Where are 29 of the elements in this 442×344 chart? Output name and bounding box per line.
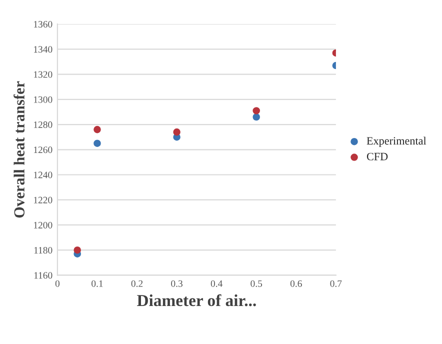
y-tick-label: 1360 [34, 20, 52, 28]
y-tick-label: 1260 [34, 146, 52, 154]
y-tick-label: 1340 [34, 46, 52, 53]
y-tick-label: 1300 [34, 96, 52, 103]
x-tick-label: 0.1 [92, 280, 103, 287]
legend-label: CFD [366, 152, 388, 160]
y-tick-label: 1320 [34, 71, 52, 78]
x-axis-title: Diameter of air... [137, 294, 256, 306]
x-tick-label: 0.2 [131, 280, 143, 287]
y-tick-label: 1280 [34, 121, 52, 128]
point [252, 113, 260, 121]
x-tick-label: 0.6 [290, 280, 302, 287]
y-tick-label: 1180 [34, 246, 52, 254]
point [173, 128, 180, 136]
x-tick-label: 0.4 [210, 280, 223, 287]
point [94, 140, 101, 148]
point [252, 107, 260, 114]
legend-label: Experimental [366, 136, 426, 147]
x-tick-label: 0 [55, 280, 60, 287]
y-tick-label: 1220 [34, 196, 52, 204]
y-tick-label: 1160 [34, 272, 52, 279]
point [74, 246, 81, 254]
y-tick-label: 1200 [34, 222, 52, 228]
point [94, 126, 101, 134]
y-axis-title: Overall heat transfer [14, 81, 24, 218]
x-tick-label: 0.7 [330, 280, 342, 287]
x-tick-label: 0.5 [250, 280, 262, 287]
x-tick-label: 0.3 [171, 280, 182, 287]
y-tick-label: 1240 [34, 172, 52, 178]
